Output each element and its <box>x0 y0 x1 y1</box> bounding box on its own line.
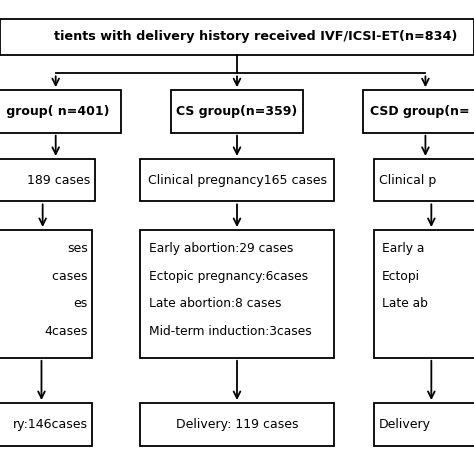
Bar <box>140 159 334 201</box>
Text: Mid-term induction:3cases: Mid-term induction:3cases <box>149 325 312 338</box>
Bar <box>363 90 474 133</box>
Text: group( n=401): group( n=401) <box>2 105 109 118</box>
Text: Early abortion:29 cases: Early abortion:29 cases <box>149 242 294 255</box>
Bar <box>374 230 474 358</box>
Text: Clinical p: Clinical p <box>379 173 437 187</box>
Text: Late abortion:8 cases: Late abortion:8 cases <box>149 297 282 310</box>
Text: cases: cases <box>48 270 88 283</box>
Text: es: es <box>73 297 88 310</box>
Text: CSD group(n=: CSD group(n= <box>370 105 469 118</box>
Text: Delivery: 119 cases: Delivery: 119 cases <box>176 418 298 431</box>
Text: Early a: Early a <box>382 242 424 255</box>
Text: tients with delivery history received IVF/ICSI-ET(n=834): tients with delivery history received IV… <box>54 30 458 43</box>
Bar <box>140 230 334 358</box>
Text: Delivery: Delivery <box>379 418 431 431</box>
Bar <box>0 90 121 133</box>
Text: Ectopic pregnancy:6cases: Ectopic pregnancy:6cases <box>149 270 309 283</box>
Bar <box>140 403 334 446</box>
Bar <box>171 90 303 133</box>
Text: 189 cases: 189 cases <box>27 173 90 187</box>
Text: Ectopi: Ectopi <box>382 270 419 283</box>
Bar <box>374 159 474 201</box>
Text: Clinical pregnancy165 cases: Clinical pregnancy165 cases <box>147 173 327 187</box>
Text: Late ab: Late ab <box>382 297 428 310</box>
Bar <box>0 159 95 201</box>
Bar <box>0 230 92 358</box>
Bar <box>0 403 92 446</box>
Text: ses: ses <box>67 242 88 255</box>
Text: 4cases: 4cases <box>44 325 88 338</box>
Bar <box>0 19 474 55</box>
Text: CS group(n=359): CS group(n=359) <box>176 105 298 118</box>
Text: ry:146cases: ry:146cases <box>13 418 88 431</box>
Bar <box>374 403 474 446</box>
